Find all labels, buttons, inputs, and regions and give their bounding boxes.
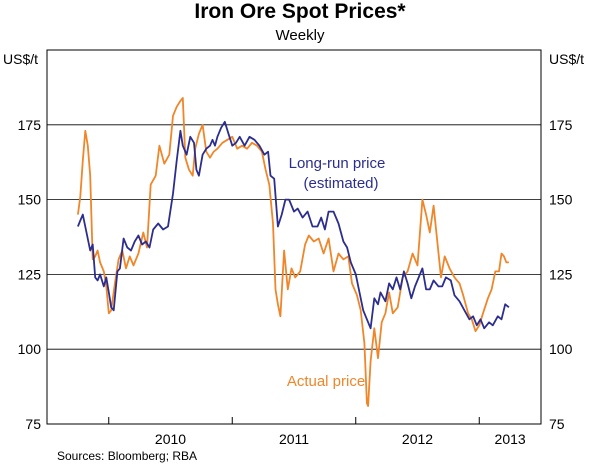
source-note: Sources: Bloomberg; RBA: [57, 449, 197, 463]
left-axis-unit: US$/t: [3, 51, 38, 67]
gridlines: [47, 124, 541, 350]
y-tick-label-left: 75: [25, 416, 41, 432]
x-axis-ticks: [108, 417, 480, 424]
chart-subtitle: Weekly: [276, 27, 325, 44]
y-tick-label-left: 100: [18, 341, 42, 357]
x-tick-label: 2010: [155, 431, 186, 447]
x-tick-label: 2012: [402, 431, 433, 447]
chart-title: Iron Ore Spot Prices*: [194, 0, 406, 23]
plot-frame: [46, 49, 542, 425]
y-tick-label-left: 175: [18, 117, 42, 133]
x-axis-tick-labels: 2010 2011 2012 2013: [155, 431, 526, 447]
series-lines: [77, 97, 510, 407]
y-tick-label-right: 125: [549, 266, 573, 282]
long-run-price-line: [77, 120, 510, 330]
long-run-price-label: Long-run price: [289, 155, 386, 172]
actual-price-label: Actual price: [287, 373, 365, 390]
actual-price-line: [77, 97, 509, 407]
x-tick-label: 2011: [279, 431, 309, 447]
x-tick-label: 2013: [495, 431, 526, 447]
long-run-estimated-label: (estimated): [303, 175, 378, 192]
y-axis-tick-labels: 75 75 100 100 125 125 150 150 175 175: [18, 117, 573, 432]
y-tick-label-right: 75: [549, 416, 565, 432]
y-tick-label-right: 175: [549, 117, 573, 133]
y-tick-label-left: 150: [18, 192, 42, 208]
y-tick-label-right: 150: [549, 192, 573, 208]
y-tick-label-right: 100: [549, 341, 573, 357]
y-tick-label-left: 125: [18, 266, 42, 282]
right-axis-unit: US$/t: [549, 51, 584, 67]
